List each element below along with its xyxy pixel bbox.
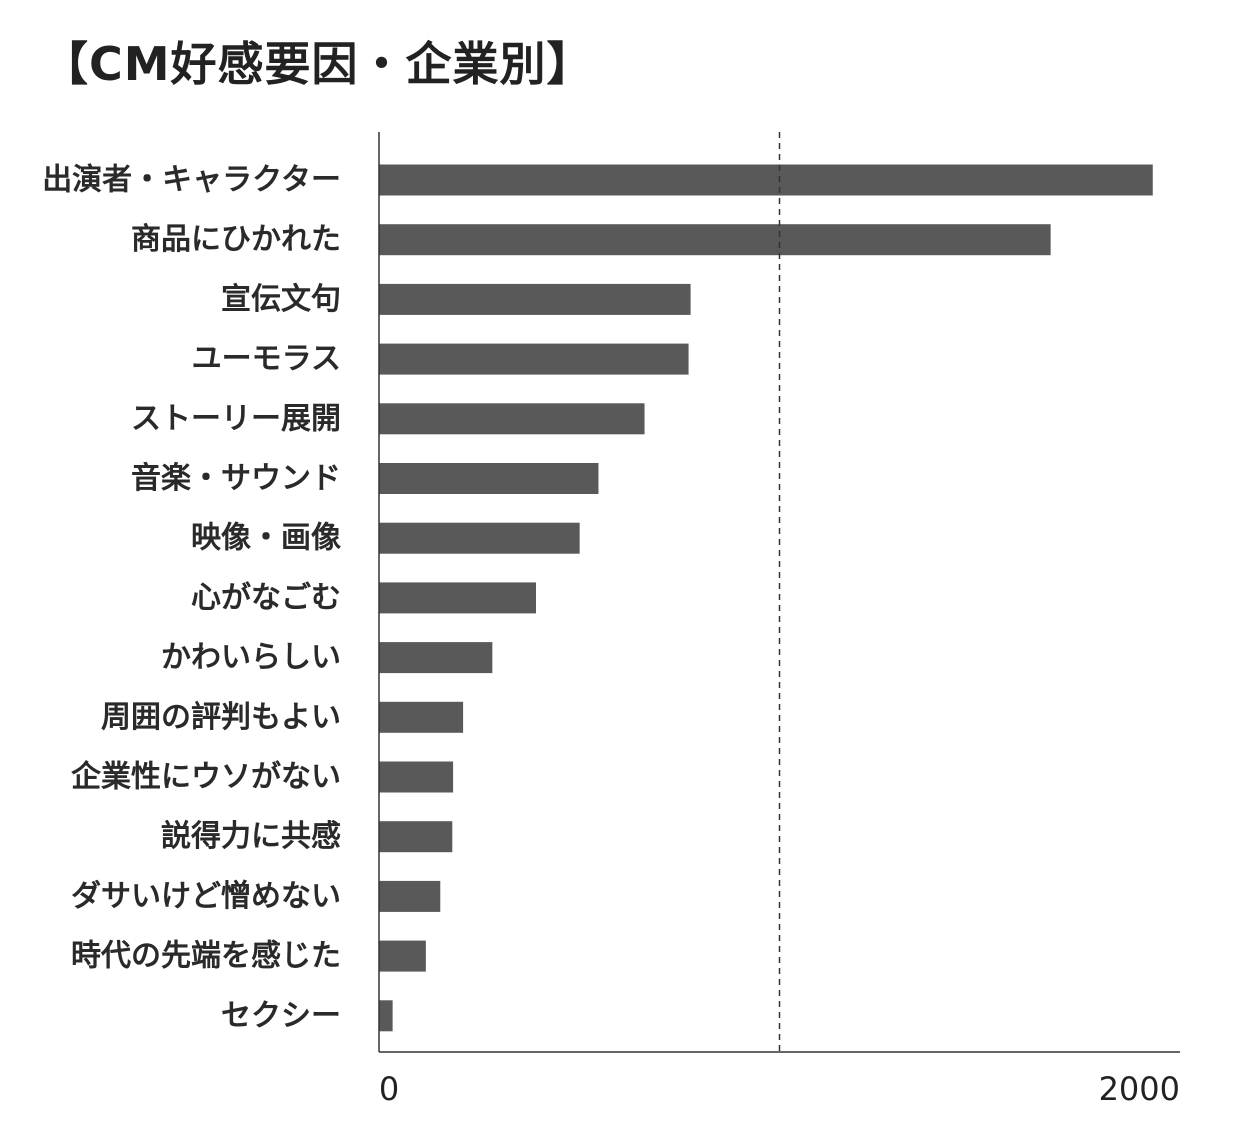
bar: [379, 582, 536, 614]
category-label: 時代の先端を感じた: [71, 939, 341, 974]
bar: [379, 164, 1153, 196]
category-label: セクシー: [221, 998, 341, 1033]
category-label: 映像・画像: [191, 521, 341, 556]
x-tick-label: 2000: [1099, 1070, 1180, 1108]
bar: [379, 463, 599, 494]
bar: [379, 701, 464, 733]
bar: [379, 761, 454, 793]
chart-title: 【CM好感要因・企業別】: [42, 37, 594, 91]
category-label: かわいらしい: [161, 640, 341, 675]
category-labels: 出演者・キャラクター商品にひかれた宣伝文句ユーモラスストーリー展開音楽・サウンド…: [42, 163, 341, 1034]
bar: [379, 880, 441, 912]
bar: [379, 343, 689, 375]
bars-group: [379, 164, 1153, 1032]
category-label: 心がなごむ: [191, 580, 341, 615]
x-tick-label: 0: [379, 1070, 399, 1108]
category-label: 音楽・サウンド: [131, 461, 341, 496]
category-label: 宣伝文句: [221, 282, 341, 317]
category-label: 企業性にウソがない: [71, 760, 341, 795]
category-label: ストーリー展開: [131, 401, 341, 436]
bar: [379, 224, 1051, 256]
bar: [379, 403, 645, 435]
bar: [379, 940, 426, 972]
category-label: ユーモラス: [192, 342, 341, 377]
bar: [379, 821, 453, 853]
bar: [379, 642, 493, 674]
category-label: ダサいけど憎めない: [71, 879, 341, 914]
bar: [379, 283, 691, 315]
bar: [379, 1000, 393, 1032]
bar: [379, 522, 580, 554]
x-tick-labels: 0 2000: [379, 1070, 1180, 1108]
category-label: 商品にひかれた: [131, 222, 341, 257]
category-label: 説得力に共感: [161, 819, 341, 854]
category-label: 出演者・キャラクター: [42, 163, 341, 198]
category-label: 周囲の評判もよい: [101, 700, 341, 735]
